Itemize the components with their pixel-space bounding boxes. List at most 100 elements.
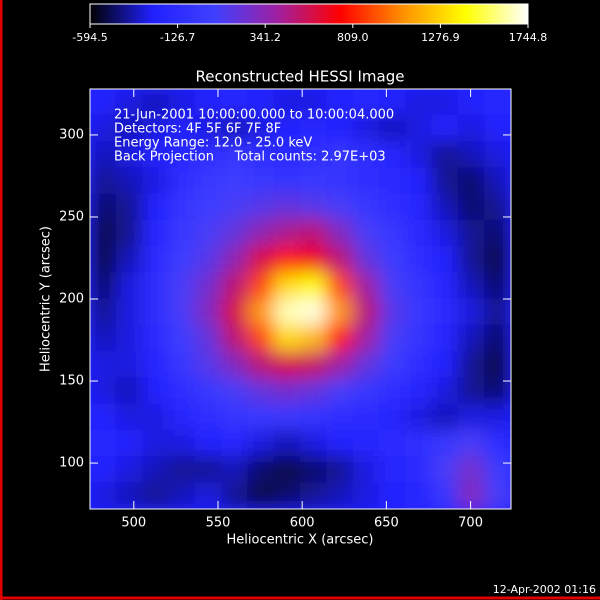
heatmap-cell <box>247 246 275 274</box>
heatmap-cell <box>168 219 196 247</box>
heatmap-cell <box>273 377 301 405</box>
heatmap-cell <box>142 324 170 352</box>
heatmap-cell <box>115 403 144 431</box>
heatmap-cell <box>405 456 433 484</box>
chart-title: Reconstructed HESSI Image <box>196 68 405 86</box>
heatmap-cell <box>221 246 249 274</box>
heatmap-cell <box>326 482 354 509</box>
heatmap-cell <box>378 246 407 274</box>
heatmap-cell <box>247 141 275 169</box>
heatmap-cell <box>194 193 223 221</box>
heatmap-cell <box>431 351 459 379</box>
x-tick-label: 500 <box>121 516 146 531</box>
heatmap-cell <box>273 219 301 247</box>
heatmap-cell <box>221 298 249 326</box>
heatmap-cell <box>457 351 486 379</box>
heatmap-cell <box>247 89 275 116</box>
y-tick-label: 300 <box>59 127 84 142</box>
heatmap-cell <box>484 167 511 195</box>
heatmap-cell <box>326 272 354 300</box>
heatmap-cell <box>405 351 433 379</box>
heatmap-cell <box>300 89 328 116</box>
heatmap-cell <box>484 324 511 352</box>
heatmap-cell <box>221 324 249 352</box>
heatmap-cell <box>273 167 301 195</box>
heatmap-cell <box>352 482 380 509</box>
heatmap-cell <box>168 89 196 116</box>
heatmap-cell <box>247 193 275 221</box>
heatmap-cell <box>115 429 144 457</box>
heatmap-cell <box>378 351 407 379</box>
heatmap-cell <box>90 351 117 379</box>
heatmap-cell <box>142 403 170 431</box>
heatmap-cell <box>247 377 275 405</box>
heatmap-cell <box>378 272 407 300</box>
heatmap-cell <box>378 141 407 169</box>
heatmap-cell <box>300 141 328 169</box>
heatmap-cell <box>168 246 196 274</box>
heatmap-cell <box>326 141 354 169</box>
heatmap-cell <box>431 429 459 457</box>
heatmap-cell <box>431 89 459 116</box>
heatmap-cell <box>247 219 275 247</box>
heatmap-cell <box>115 351 144 379</box>
heatmap-cell <box>378 89 407 116</box>
heatmap-cell <box>273 193 301 221</box>
heatmap-cell <box>457 272 486 300</box>
heatmap-cell <box>273 141 301 169</box>
heatmap-cell <box>405 89 433 116</box>
heatmap-cell <box>194 403 223 431</box>
heatmap-cell <box>378 377 407 405</box>
heatmap-cell <box>352 246 380 274</box>
heatmap-cell <box>431 324 459 352</box>
heatmap-cell <box>142 246 170 274</box>
heatmap-cell <box>168 141 196 169</box>
heatmap-cell <box>115 193 144 221</box>
heatmap-cell <box>194 219 223 247</box>
heatmap-cell <box>142 193 170 221</box>
heatmap-cell <box>405 377 433 405</box>
heatmap-cell <box>300 429 328 457</box>
heatmap-cell <box>352 429 380 457</box>
heatmap-cell <box>431 167 459 195</box>
heatmap-cell <box>300 403 328 431</box>
heatmap-cell <box>431 272 459 300</box>
heatmap-cell <box>484 429 511 457</box>
heatmap-cell <box>300 377 328 405</box>
heatmap-cell <box>247 482 275 509</box>
heatmap-cell <box>326 89 354 116</box>
heatmap-cell <box>247 351 275 379</box>
colorbar-tick-label: 809.0 <box>337 31 369 44</box>
heatmap-cell <box>168 403 196 431</box>
heatmap-cell <box>484 272 511 300</box>
heatmap-cell <box>326 351 354 379</box>
x-tick-label: 600 <box>290 516 315 531</box>
heatmap-cell <box>484 403 511 431</box>
heatmap-cell <box>484 456 511 484</box>
heatmap-cell <box>115 167 144 195</box>
heatmap-cell <box>326 114 354 142</box>
heatmap-cell <box>168 429 196 457</box>
heatmap-cell <box>352 324 380 352</box>
heatmap-cell <box>168 193 196 221</box>
heatmap-cell <box>273 351 301 379</box>
heatmap-cell <box>405 482 433 509</box>
heatmap-cell <box>142 167 170 195</box>
heatmap-cell <box>90 246 117 274</box>
heatmap-cell <box>405 219 433 247</box>
heatmap-cell <box>300 482 328 509</box>
heatmap-cell <box>142 298 170 326</box>
heatmap-cell <box>484 482 511 509</box>
heatmap-cell <box>168 167 196 195</box>
heatmap-cell <box>221 141 249 169</box>
heatmap-cell <box>194 351 223 379</box>
heatmap-cell <box>431 193 459 221</box>
heatmap-cell <box>405 141 433 169</box>
heatmap-cell <box>300 298 328 326</box>
x-tick-label: 650 <box>374 516 399 531</box>
heatmap-cell <box>247 403 275 431</box>
heatmap-cell <box>352 114 380 142</box>
heatmap-cell <box>457 482 486 509</box>
heatmap-cell <box>484 219 511 247</box>
